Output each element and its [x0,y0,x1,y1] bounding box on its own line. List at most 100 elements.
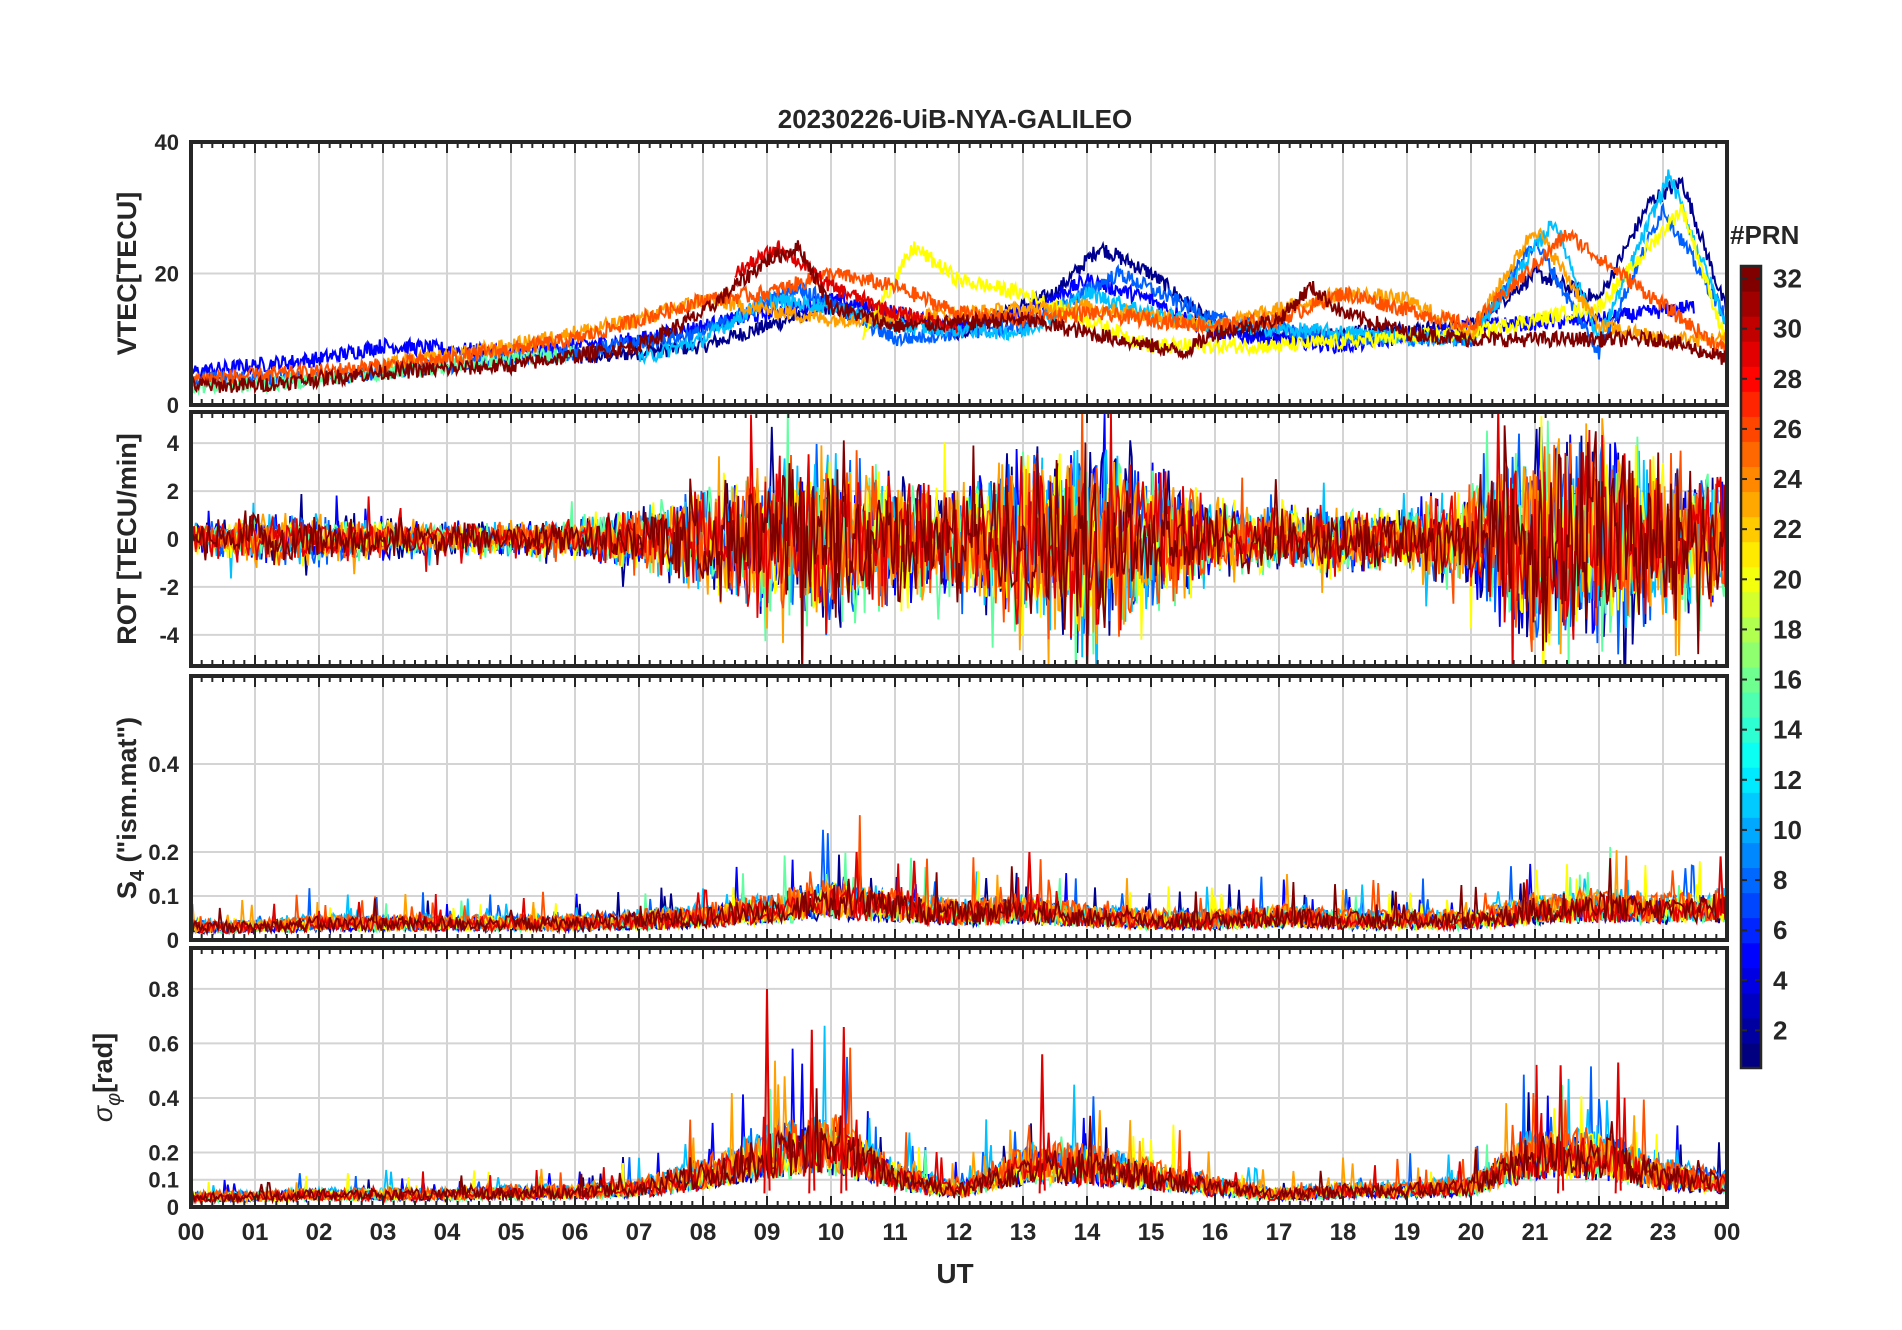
x-tick-label: 14 [1074,1219,1101,1246]
series-line [191,425,1727,666]
y-tick-label: 0.1 [148,884,179,909]
peak-mark [1038,1054,1046,1194]
x-tick-label: 13 [1010,1219,1037,1246]
colorbar-segment [1741,917,1761,944]
colorbar-frame [1739,264,1763,1070]
colorbar-tick-label: 20 [1773,564,1802,594]
y-tick-label: 0 [167,1195,179,1220]
x-tick-label: 12 [946,1219,973,1246]
panel-sigma_phi: 00.1 0.2 0.4 0.6 0.8 σφ[rad] [88,946,1729,1220]
x-tick-label: 00 [178,1219,205,1246]
series-group [191,412,1727,666]
y-tick-label: 0.2 [148,1140,179,1165]
y-tick-label: 0 [167,393,179,418]
y-tick-label: -4 [159,623,179,648]
series-line [191,412,1727,666]
colorbar-segment [1741,466,1761,493]
colorbar-segment [1741,717,1761,743]
series-line [574,176,1727,364]
colorbar-tick-label: 2 [1773,1015,1787,1045]
x-tick-label: 18 [1330,1219,1357,1246]
colorbar-segment [1741,616,1761,643]
series-line [191,1088,1727,1205]
y-tick-label: 20 [155,262,179,287]
colorbar-tick-label: 32 [1773,264,1802,294]
peak-mark [1717,856,1725,919]
y-tick-label: 40 [155,130,179,155]
y-axis-label: ROT [TECU/min] [112,433,142,644]
colorbar-segment [1741,1017,1761,1044]
colorbar-segment [1741,416,1761,442]
colorbar-segment [1741,341,1761,367]
colorbar-tick-label: 16 [1773,665,1802,695]
x-axis-label: UT [936,1258,973,1289]
x-tick-label: 07 [626,1219,653,1246]
y-tick-label: 0.4 [148,752,179,777]
panel-rot: -4 -2 0 2 4 ROT [TECU/min] [112,410,1729,668]
colorbar-segment [1741,817,1761,843]
y-tick-label: 2 [167,479,179,504]
panel-vtec: 0 20 40 VTEC[TECU] [112,130,1729,418]
peak-mark [808,1029,816,1194]
colorbar-segment [1741,641,1761,668]
colorbar-segment [1741,366,1761,392]
y-axis-label: S4 ("ism.mat") [112,717,149,899]
series-line [191,240,1727,395]
x-tick-label: 10 [818,1219,845,1246]
colorbar-tick-label: 22 [1773,514,1802,544]
series-group [191,169,1727,397]
colorbar-segment [1741,266,1761,292]
colorbar-segment [1741,867,1761,894]
y-axis-label: σφ[rad] [88,1033,125,1122]
colorbar-segment [1741,892,1761,919]
colorbar-tick-label: 10 [1773,815,1802,845]
x-tick-label: 19 [1394,1219,1421,1246]
peak-mark [840,1027,848,1194]
colorbar-tick-label: 26 [1773,414,1802,444]
panel-s4: 0 0.1 0.2 0.4S4 ("ism.mat") [112,674,1729,953]
x-tick-label: 09 [754,1219,781,1246]
colorbar-segment [1741,842,1761,868]
x-tick-label: 03 [370,1219,397,1246]
colorbar-segment [1741,591,1761,618]
y-tick-label: 4 [167,431,180,456]
y-tick-label: 0.8 [148,977,179,1002]
chart-title: 20230226-UiB-NYA-GALILEO [778,104,1133,134]
x-tick-label: 23 [1650,1219,1677,1246]
colorbar-tick-label: 4 [1773,965,1788,995]
series-line [862,203,1727,358]
colorbar-segment [1741,942,1761,969]
peak-mark [763,988,771,1194]
x-tick-label: 22 [1586,1219,1613,1246]
y-tick-label: 0 [167,527,179,552]
peak-mark [1025,851,1033,919]
peak-mark [853,851,861,919]
colorbar-segment [1741,667,1761,693]
colorbar-tick-label: 24 [1773,464,1802,494]
series-line [382,227,1727,373]
colorbar-segment [1741,566,1761,593]
colorbar-tick-label: 18 [1773,614,1802,644]
colorbar-segment [1741,316,1761,342]
y-tick-label: 0.4 [148,1086,179,1111]
colorbar-tick-label: 6 [1773,915,1787,945]
colorbar-segment [1741,692,1761,718]
y-tick-label: 0.6 [148,1031,179,1056]
x-tick-label: 15 [1138,1219,1165,1246]
series-line [191,858,1727,937]
x-tick-label: 11 [882,1219,907,1246]
colorbar-segment [1741,541,1761,568]
peak-mark [1557,1065,1565,1194]
x-tick-label: 02 [306,1219,333,1246]
colorbar-segment [1741,491,1761,518]
colorbar-segment [1741,516,1761,543]
colorbar-tick-label: 28 [1773,364,1802,394]
x-tick-label: 06 [562,1219,589,1246]
x-tick-label: 04 [434,1219,461,1246]
y-axis-label: VTEC[TECU] [112,192,142,356]
colorbar-segment [1741,967,1761,994]
x-tick-label: 00 [1714,1219,1741,1246]
